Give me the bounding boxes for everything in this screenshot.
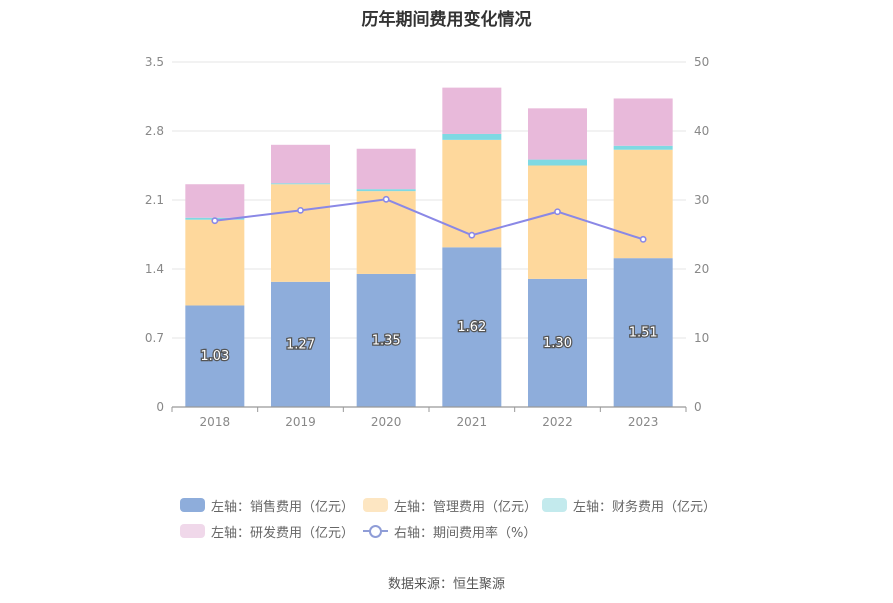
chart-title: 历年期间费用变化情况 bbox=[361, 10, 532, 30]
bar-segment-2 bbox=[271, 184, 330, 282]
y-right-tick-label: 50 bbox=[694, 55, 709, 69]
legend-label-sales: 左轴：销售费用（亿元） bbox=[211, 499, 355, 515]
legend-item-admin[interactable]: 左轴：管理费用（亿元） bbox=[363, 496, 538, 515]
bar-segment-2 bbox=[528, 165, 587, 279]
expense-ratio-point bbox=[639, 235, 647, 243]
legend-label-expense-ratio: 右轴：期间费用率（%） bbox=[394, 525, 537, 541]
bar-segment-3 bbox=[271, 183, 330, 185]
bar-segment-3 bbox=[613, 145, 673, 150]
bar-data-label: 1.35 bbox=[372, 333, 401, 348]
legend-item-expense-ratio[interactable]: 右轴：期间费用率（%） bbox=[363, 522, 537, 541]
bar-segment-4 bbox=[442, 87, 502, 134]
bar-segment-1 bbox=[528, 278, 587, 407]
bar-data-label: 1.27 bbox=[286, 337, 315, 352]
bar-segment-1 bbox=[442, 247, 502, 407]
x-tick-label: 2018 bbox=[200, 415, 231, 429]
chart-plot: 0 0.7 1.4 2.1 2.8 3.5 0 10 20 30 40 50 1.03 2018 1.27 2… bbox=[145, 55, 709, 429]
y-right-tick-label: 20 bbox=[694, 262, 709, 276]
x-tick-label: 2021 bbox=[457, 415, 488, 429]
y-left-tick-label: 3.5 bbox=[145, 55, 164, 69]
bar-segment-3 bbox=[442, 133, 502, 140]
y-right-tick-label: 40 bbox=[694, 124, 709, 138]
legend-swatch-sales bbox=[180, 498, 205, 512]
bar-segment-4 bbox=[356, 148, 416, 190]
bar-segment-2 bbox=[185, 219, 245, 306]
y-left-tick-label: 2.1 bbox=[145, 193, 164, 207]
bar-data-label: 1.51 bbox=[629, 326, 658, 341]
y-left-tick-label: 0.7 bbox=[145, 331, 164, 345]
legend-item-rnd[interactable]: 左轴：研发费用（亿元） bbox=[180, 522, 355, 541]
legend-swatch-rnd bbox=[180, 524, 205, 538]
y-right-tick-label: 30 bbox=[694, 193, 709, 207]
y-right-tick-label: 10 bbox=[694, 331, 709, 345]
legend-swatch-admin bbox=[363, 498, 388, 512]
bar-data-label: 1.03 bbox=[200, 349, 229, 364]
data-source-note: 数据来源：恒生聚源 bbox=[387, 577, 505, 592]
legend-swatch-finance bbox=[542, 498, 567, 512]
x-tick-label: 2022 bbox=[542, 415, 573, 429]
bar-segment-1 bbox=[613, 258, 673, 407]
expense-ratio-point bbox=[211, 217, 219, 225]
bar-data-label: 1.62 bbox=[457, 320, 486, 335]
bar-segment-1 bbox=[271, 281, 330, 407]
bar-segment-4 bbox=[613, 98, 673, 146]
bar-segment-1 bbox=[185, 305, 245, 407]
bar-segment-4 bbox=[185, 184, 245, 218]
y-left-tick-label: 1.4 bbox=[145, 262, 164, 276]
bar-segment-2 bbox=[442, 139, 502, 248]
expense-ratio-point bbox=[382, 195, 390, 203]
legend-label-admin: 左轴：管理费用（亿元） bbox=[394, 499, 538, 515]
legend-line-marker-icon bbox=[363, 524, 388, 538]
expense-ratio-point bbox=[554, 208, 561, 216]
y-left-tick-label: 2.8 bbox=[145, 124, 164, 138]
expense-ratio-point bbox=[468, 231, 476, 239]
y-right-tick-label: 0 bbox=[694, 400, 702, 414]
bar-segment-1 bbox=[356, 273, 416, 407]
legend-label-rnd: 左轴：研发费用（亿元） bbox=[211, 525, 355, 541]
bar-data-label: 1.30 bbox=[543, 336, 572, 351]
x-tick-label: 2023 bbox=[628, 415, 659, 429]
bar-segment-4 bbox=[271, 144, 330, 184]
x-tick-label: 2019 bbox=[285, 415, 316, 429]
legend-label-finance: 左轴：财务费用（亿元） bbox=[573, 499, 717, 515]
legend-item-sales[interactable]: 左轴：销售费用（亿元） bbox=[180, 496, 355, 515]
x-tick-label: 2020 bbox=[371, 415, 402, 429]
expense-ratio-point bbox=[297, 206, 304, 214]
y-left-tick-label: 0 bbox=[156, 400, 164, 414]
bar-segment-2 bbox=[356, 191, 416, 274]
bar-segment-4 bbox=[528, 108, 587, 160]
bar-segment-3 bbox=[356, 189, 416, 192]
bar-segment-3 bbox=[528, 159, 587, 166]
expense-ratio-line bbox=[214, 198, 644, 241]
legend-item-finance[interactable]: 左轴：财务费用（亿元） bbox=[542, 496, 717, 515]
